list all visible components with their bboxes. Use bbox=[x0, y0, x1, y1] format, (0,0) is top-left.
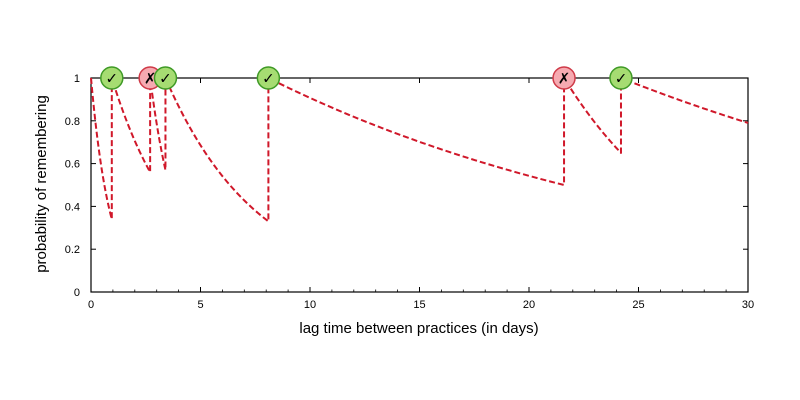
practice-markers: ✓ ✗ ✓ ✓ ✗ ✓ bbox=[100, 66, 633, 90]
x-tick-label: 5 bbox=[197, 299, 203, 311]
check-mark-icon: ✓ bbox=[615, 70, 628, 88]
y-tick-label: 0.8 bbox=[65, 116, 80, 128]
y-tick-label: 0.6 bbox=[65, 159, 80, 171]
check-circle-icon bbox=[256, 66, 281, 90]
check-mark-icon: ✓ bbox=[262, 70, 275, 88]
check-circle-icon bbox=[153, 66, 178, 90]
x-tick-label: 0 bbox=[88, 299, 94, 311]
x-mark-icon: ✗ bbox=[558, 70, 571, 88]
x-tick-label: 20 bbox=[523, 299, 535, 311]
y-tick-label: 0.4 bbox=[65, 201, 80, 213]
x-tick-label: 25 bbox=[632, 299, 644, 311]
x-tick-label: 30 bbox=[742, 299, 754, 311]
check-mark-icon: ✓ bbox=[159, 70, 172, 88]
cross-circle-icon bbox=[552, 66, 576, 90]
correct-practice-marker: ✓ bbox=[100, 66, 124, 90]
y-tick-label: 0.2 bbox=[65, 244, 80, 256]
check-circle-icon bbox=[609, 66, 633, 90]
forgetting-curve bbox=[90, 77, 749, 223]
y-axis-title: probability of remembering bbox=[33, 95, 50, 273]
plot-frame bbox=[90, 77, 749, 293]
correct-practice-marker: ✓ bbox=[609, 66, 633, 90]
check-mark-icon: ✓ bbox=[106, 70, 119, 88]
check-circle-icon bbox=[100, 66, 124, 90]
axes: 0 5 10 15 20 25 30 0 0.2 0.4 0.6 0.8 1 bbox=[65, 73, 754, 311]
correct-practice-marker: ✓ bbox=[256, 66, 281, 90]
y-tick-label: 0 bbox=[74, 287, 80, 299]
x-axis-title: lag time between practices (in days) bbox=[299, 320, 538, 337]
x-tick-label: 10 bbox=[304, 299, 316, 311]
incorrect-practice-marker: ✗ bbox=[552, 66, 576, 90]
x-mark-icon: ✗ bbox=[144, 70, 157, 88]
correct-practice-marker: ✓ bbox=[153, 66, 178, 90]
x-tick-label: 15 bbox=[413, 299, 425, 311]
y-tick-label: 1 bbox=[74, 73, 80, 85]
retention-curve-line bbox=[90, 77, 749, 223]
